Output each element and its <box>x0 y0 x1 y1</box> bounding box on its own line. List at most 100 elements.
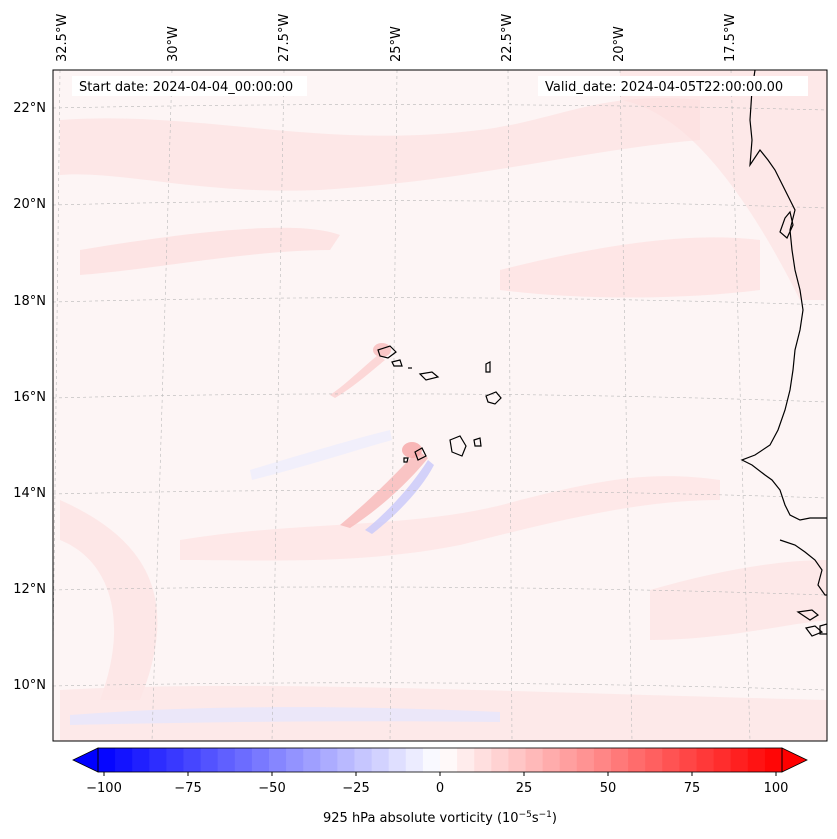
lon-label: 20°W <box>612 26 627 62</box>
lon-label: 22.5°W <box>500 14 515 62</box>
colorbar-step <box>269 748 287 772</box>
colorbar-step <box>303 748 321 772</box>
island-maio <box>473 437 482 447</box>
island-sal <box>485 361 491 373</box>
island-sao-nicolau <box>418 371 440 381</box>
lat-label: 16°N <box>13 390 46 405</box>
colorbar-label-mid: s <box>532 811 539 826</box>
meridian-line <box>271 70 285 741</box>
negative-vorticity-band <box>70 707 500 725</box>
colorbar-label-end: ) <box>552 811 557 826</box>
island-sao-vicente <box>391 359 403 367</box>
lat-label: 12°N <box>13 582 46 597</box>
colorbar-step <box>234 748 253 772</box>
valid-date-label: Valid_date: 2024-04-05T22:00:00.00 <box>545 80 783 95</box>
parallel-line <box>53 393 827 403</box>
colorbar-tick-label: −100 <box>86 781 122 796</box>
colorbar-step <box>200 748 219 772</box>
colorbar-step <box>542 748 561 772</box>
coastal-island <box>819 623 827 635</box>
colorbar: −100 −75 −50 −25 0 25 50 75 100 925 hPa … <box>72 747 808 826</box>
colorbar-step <box>628 748 646 772</box>
colorbar-step <box>337 748 355 772</box>
colorbar-step <box>98 748 116 772</box>
island-boa-vista <box>485 391 502 405</box>
meridian-line <box>389 70 398 741</box>
lat-label: 20°N <box>13 197 46 212</box>
island-fogo <box>414 447 427 461</box>
colorbar-step <box>747 748 766 772</box>
colorbar-tick-label: −75 <box>174 781 201 796</box>
colorbar-tick-label: 100 <box>764 781 789 796</box>
colorbar-step <box>593 748 612 772</box>
lat-label: 10°N <box>13 678 46 693</box>
colorbar-step <box>115 748 133 772</box>
coastal-island <box>804 625 824 637</box>
coast-inlet <box>779 210 794 239</box>
colorbar-tick-label: 0 <box>436 781 444 796</box>
lon-label: 32.5°W <box>55 14 70 62</box>
parallel-line <box>53 682 827 691</box>
negative-vorticity-band <box>250 430 392 480</box>
colorbar-label-exp1: −5 <box>519 810 532 820</box>
vorticity-band <box>650 560 827 640</box>
colorbar-step <box>645 748 663 772</box>
parallel-line <box>53 586 827 596</box>
colorbar-steps <box>98 748 783 772</box>
meridian-line <box>619 70 633 741</box>
colorbar-step <box>713 748 732 772</box>
colorbar-step <box>440 748 458 772</box>
coastal-island <box>796 609 820 621</box>
colorbar-step <box>354 748 373 772</box>
colorbar-step <box>149 748 167 772</box>
vorticity-band <box>620 70 827 300</box>
meridian-line <box>507 70 513 741</box>
parallel-line <box>53 200 827 209</box>
vorticity-band <box>180 476 720 561</box>
colorbar-step <box>764 748 783 772</box>
vorticity-maximum <box>402 442 422 458</box>
vorticity-band <box>80 227 340 275</box>
start-date-box <box>72 76 307 96</box>
island-wake-positive <box>330 355 385 398</box>
meridian-line <box>151 70 173 741</box>
vorticity-band <box>60 500 158 700</box>
meridian-line <box>730 70 751 741</box>
colorbar-step <box>457 748 475 772</box>
colorbar-step <box>251 748 270 772</box>
coastlines <box>377 70 827 637</box>
colorbar-step <box>405 748 424 772</box>
colorbar-label-exp2: −1 <box>539 810 552 820</box>
colorbar-tick-label: −25 <box>342 781 369 796</box>
colorbar-ticks <box>103 772 777 776</box>
lat-label: 14°N <box>13 486 46 501</box>
colorbar-step <box>491 748 509 772</box>
colorbar-step <box>662 748 680 772</box>
vorticity-maximum <box>373 343 391 357</box>
colorbar-step <box>217 748 236 772</box>
vorticity-band <box>60 97 700 191</box>
island-wake-negative <box>365 460 434 534</box>
vorticity-band <box>500 237 760 298</box>
colorbar-label: 925 hPa absolute vorticity (10−5s−1) <box>323 810 557 826</box>
colorbar-step <box>286 748 304 772</box>
colorbar-tick-label: 75 <box>684 781 701 796</box>
colorbar-tick-label: 50 <box>600 781 617 796</box>
colorbar-step <box>508 748 526 772</box>
colorbar-step <box>183 748 202 772</box>
colorbar-step <box>559 748 578 772</box>
island-brava <box>403 457 409 463</box>
parallel-line <box>53 104 827 111</box>
graticule <box>53 70 827 741</box>
colorbar-step <box>525 748 544 772</box>
colorbar-step <box>730 748 749 772</box>
lat-label: 18°N <box>13 294 46 309</box>
longitude-labels: 32.5°W 30°W 27.5°W 25°W 22.5°W 20°W 17.5… <box>55 14 738 62</box>
colorbar-step <box>679 748 697 772</box>
latitude-labels: 22°N 20°N 18°N 16°N 14°N 12°N 10°N <box>13 101 46 693</box>
africa-coastline <box>740 70 827 521</box>
colorbar-tick-label: −50 <box>258 781 285 796</box>
lat-label: 22°N <box>13 101 46 116</box>
colorbar-step <box>422 748 441 772</box>
lon-label: 17.5°W <box>723 14 738 62</box>
